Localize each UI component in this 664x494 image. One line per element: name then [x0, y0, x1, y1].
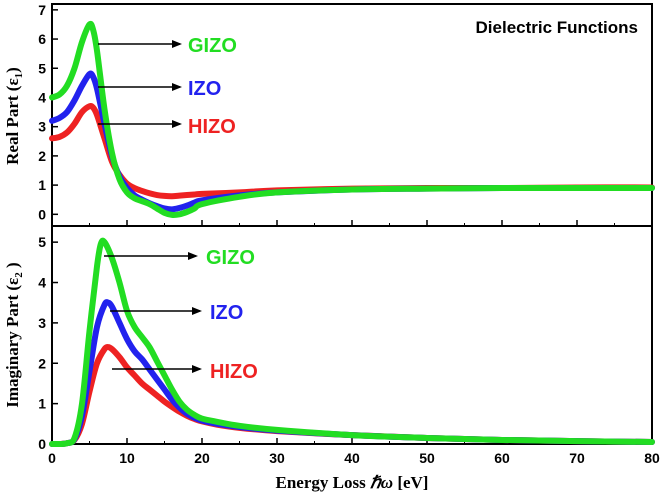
real-part-y-tick-label: 5 [38, 60, 46, 76]
gizo-annotation-top: GIZO [98, 35, 237, 57]
real-part-y-tick-label: 6 [38, 31, 46, 47]
imaginary-part-y-tick-label: 4 [38, 275, 46, 291]
izo-annotation-bottom: IZO [110, 302, 243, 324]
imaginary-part-x-tick-label: 50 [419, 450, 435, 466]
real-part-y-tick-label: 4 [38, 89, 46, 105]
imaginary-part-gizo-line [49, 237, 655, 448]
real-part-y-tick-label: 3 [38, 119, 46, 135]
real-part-y-tick-label: 7 [38, 2, 46, 18]
real-part-y-tick-label: 0 [38, 206, 46, 222]
real-part-y-ticks: 0 1 2 3 4 5 6 7 [38, 2, 58, 222]
hizo-annotation-top: HIZO [98, 116, 236, 138]
gizo-label-top: GIZO [188, 35, 237, 57]
izo-label-bottom: IZO [210, 302, 243, 324]
gizo-label-bottom: GIZO [206, 247, 255, 269]
imaginary-part-y-tick-label: 1 [38, 396, 46, 412]
imaginary-part-series [49, 237, 655, 448]
gizo-annotation-bottom: GIZO [104, 247, 255, 269]
real-part-y-tick-label: 2 [38, 148, 46, 164]
real-part-y-axis-title: Real Part (ε1) [3, 67, 25, 165]
x-axis-title: Energy Loss ℏω [eV] [276, 473, 429, 492]
imaginary-part-y-tick-label: 0 [38, 436, 46, 452]
imaginary-part-y-tick-label: 5 [38, 234, 46, 250]
hizo-annotation-bottom: HIZO [112, 361, 258, 383]
imaginary-part-y-tick-label: 3 [38, 315, 46, 331]
gizo-arrowhead-top [172, 40, 182, 48]
imaginary-part-x-tick-label: 30 [269, 450, 285, 466]
hizo-label-top: HIZO [188, 116, 236, 138]
izo-arrowhead-top [172, 83, 182, 91]
hizo-arrowhead-bottom [192, 365, 202, 373]
imaginary-part-y-axis-title: Imaginary Part (ε2 ) [3, 262, 25, 407]
imaginary-part-x-tick-label: 10 [119, 450, 135, 466]
izo-annotation-top: IZO [98, 78, 221, 100]
gizo-arrowhead-bottom [188, 252, 198, 260]
real-part-gizo-line [49, 20, 655, 218]
imaginary-part-x-tick-label: 0 [48, 450, 56, 466]
izo-label-top: IZO [188, 78, 221, 100]
plot-title: Dielectric Functions [476, 18, 638, 37]
hizo-label-bottom: HIZO [210, 361, 258, 383]
izo-arrowhead-bottom [192, 307, 202, 315]
imaginary-part-x-tick-label: 60 [494, 450, 510, 466]
imaginary-part-x-tick-label: 20 [194, 450, 210, 466]
real-part-panel: 0 1 2 3 4 5 6 7 Dielectric Functions GIZO IZO H… [3, 2, 655, 227]
imaginary-part-x-tick-label: 40 [344, 450, 360, 466]
real-part-y-tick-label: 1 [38, 177, 46, 193]
imaginary-part-x-tick-label: 80 [644, 450, 660, 466]
imaginary-part-izo-line [49, 299, 655, 448]
real-part-series [49, 20, 655, 218]
imaginary-part-x-tick-label: 70 [569, 450, 585, 466]
hizo-arrowhead-top [172, 120, 182, 128]
imaginary-part-panel: 0 1 2 3 4 5 0 10 20 30 40 50 60 70 80 GIZO IZO HIZO I… [3, 225, 660, 492]
real-part-hizo-line [49, 102, 655, 200]
imaginary-part-y-tick-label: 2 [38, 355, 46, 371]
imaginary-part-y-ticks: 0 1 2 3 4 5 [38, 234, 58, 452]
